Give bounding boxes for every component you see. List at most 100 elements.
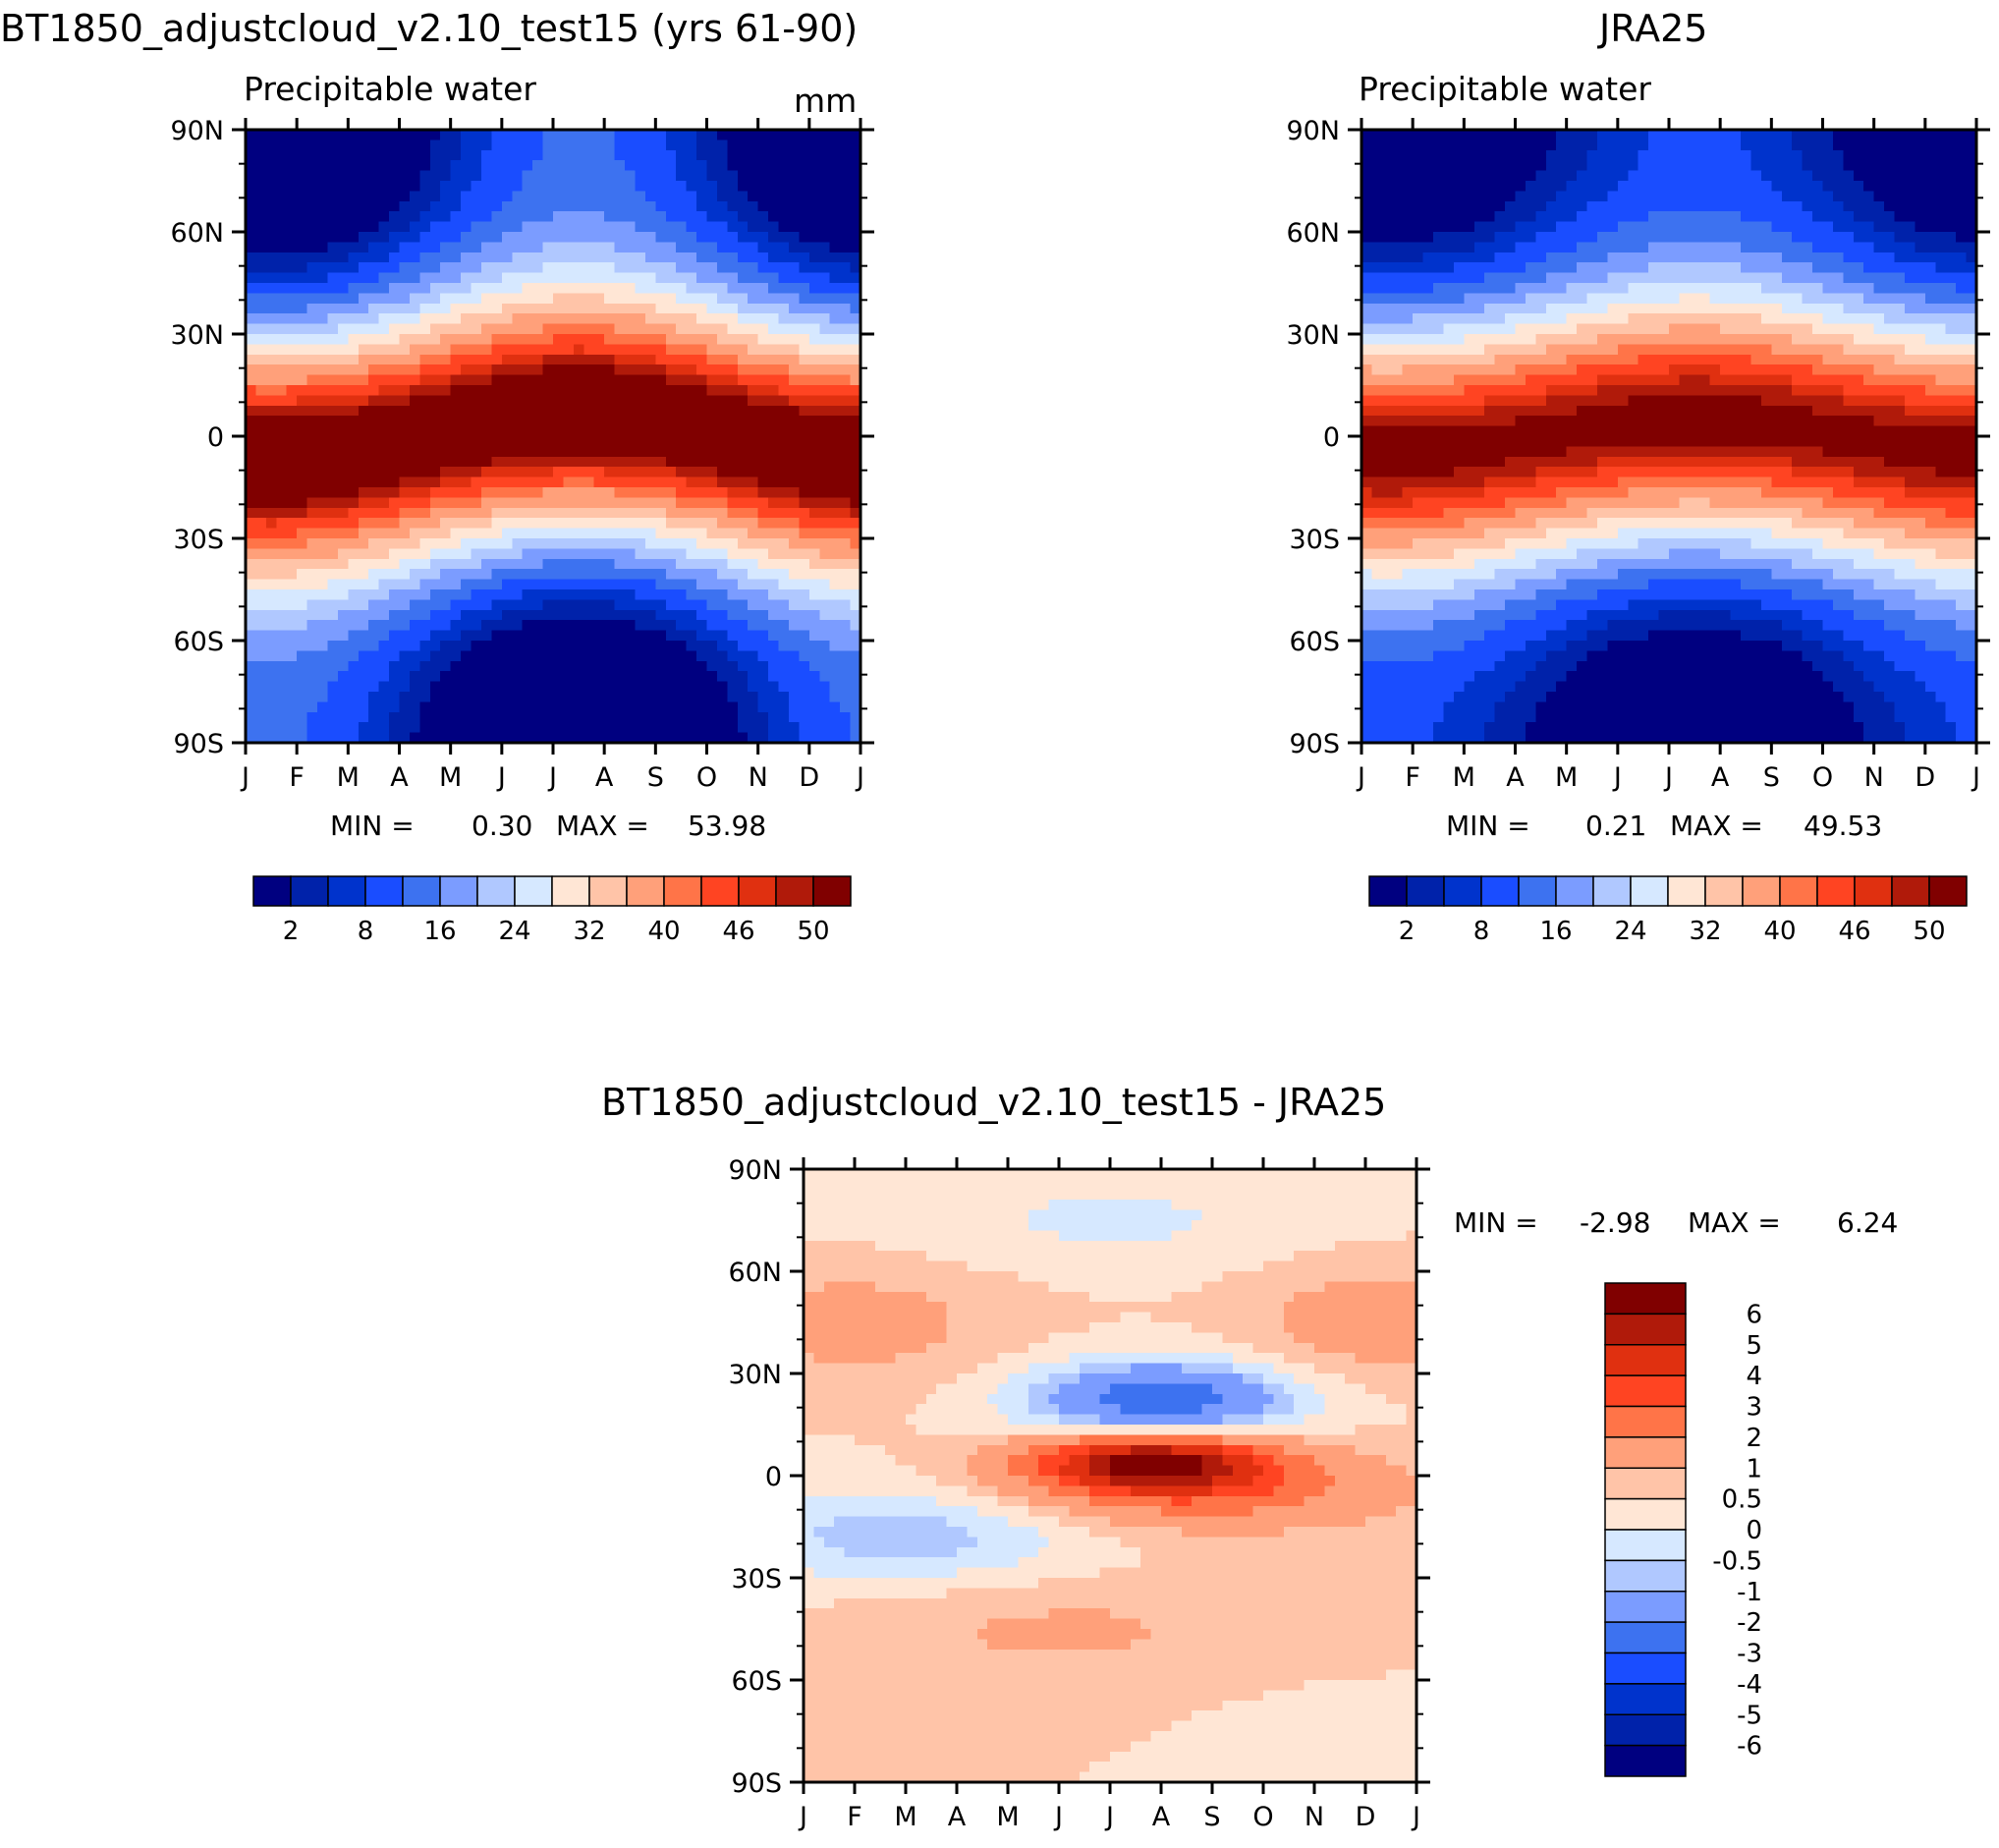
panel-model-x-tick-label: O <box>696 762 717 793</box>
colorbar-swatch <box>775 875 814 907</box>
panel-obs: JRA25 Precipitable water J F M A M J J A S O N D J90… <box>1286 7 1990 946</box>
panel-diff-y-tick-label: 90S <box>732 1768 783 1799</box>
colorbar-swatch <box>1891 875 1930 907</box>
panel-model-x-tick-label: J <box>855 762 864 793</box>
panel-model-x-tick-label: N <box>749 762 768 793</box>
colorbar-swatch <box>551 875 590 907</box>
colorbar-label: 24 <box>1614 917 1646 946</box>
colorbar-label: 40 <box>1763 917 1796 946</box>
panel-obs-y-tick-label: 60N <box>1286 218 1340 249</box>
panel-obs-x-tick-label: J <box>1356 762 1365 793</box>
colorbar-label: 50 <box>797 917 829 946</box>
colorbar-swatch <box>700 875 740 907</box>
colorbar-label: 2 <box>283 917 300 946</box>
panel-diff-field <box>804 1169 1417 1783</box>
panel-model-x-tick-label: A <box>390 762 409 793</box>
panel-obs-title: JRA25 <box>1597 7 1707 50</box>
colorbar-label: 16 <box>1539 917 1572 946</box>
panel-obs-x-tick-label: O <box>1812 762 1833 793</box>
panel-model-max-label: MAX = <box>556 810 649 842</box>
panel-obs-colorbar: 2 8 16 24 32 40 46 50 <box>1368 875 1968 946</box>
panel-diff-y-tick-label: 90N <box>728 1155 782 1186</box>
panel-model-y-tick-label: 60N <box>170 218 224 249</box>
colorbar-label: 46 <box>722 917 754 946</box>
panel-model-units: mm <box>794 82 857 120</box>
colorbar-swatch <box>327 875 366 907</box>
colorbar-label: -4 <box>1737 1670 1762 1700</box>
panel-diff-min-value: -2.98 <box>1580 1206 1650 1239</box>
colorbar-swatch <box>1928 875 1968 907</box>
colorbar-swatch <box>1779 875 1818 907</box>
panel-diff-x-tick-label: J <box>1053 1802 1063 1832</box>
colorbar-swatch <box>1406 875 1445 907</box>
colorbar-swatch <box>1604 1405 1687 1438</box>
colorbar-swatch <box>1604 1529 1687 1562</box>
colorbar-label: 2 <box>1399 917 1416 946</box>
colorbar-swatch <box>1555 875 1594 907</box>
colorbar-swatch <box>1816 875 1856 907</box>
colorbar-swatch <box>1604 1282 1687 1316</box>
colorbar-label: 8 <box>358 917 374 946</box>
panel-model-y-tick-label: 30S <box>174 525 225 555</box>
panel-obs-x-tick-label: J <box>1612 762 1622 793</box>
panel-obs-x-tick-label: A <box>1506 762 1525 793</box>
colorbar-swatch <box>402 875 441 907</box>
colorbar-swatch <box>1592 875 1632 907</box>
panel-model-colorbar: 2 8 16 24 32 40 46 50 <box>252 875 852 946</box>
panel-model-y-tick-label: 90N <box>170 116 224 146</box>
panel-diff-max-label: MAX = <box>1688 1206 1781 1239</box>
panel-obs-y-tick-label: 60S <box>1290 627 1341 657</box>
colorbar-swatch <box>1604 1467 1687 1500</box>
colorbar-swatch <box>663 875 702 907</box>
colorbar-swatch <box>1667 875 1706 907</box>
colorbar-swatch <box>1742 875 1781 907</box>
panel-diff-x-tick-label: S <box>1203 1802 1220 1832</box>
colorbar-swatch <box>1854 875 1893 907</box>
panel-obs-max-value: 49.53 <box>1804 810 1882 842</box>
panel-model-subtitle: Precipitable water <box>244 70 536 108</box>
panel-diff-x-tick-label: A <box>1152 1802 1171 1832</box>
colorbar-label: 50 <box>1913 917 1945 946</box>
panel-diff-x-tick-label: D <box>1356 1802 1376 1832</box>
panel-diff-y-tick-label: 0 <box>765 1462 782 1492</box>
panel-model-x-tick-label: S <box>647 762 664 793</box>
panel-diff-x-tick-label: M <box>996 1802 1019 1832</box>
panel-obs-y-tick-label: 0 <box>1323 422 1340 453</box>
colorbar-label: -2 <box>1737 1608 1762 1638</box>
colorbar-label: 32 <box>573 917 605 946</box>
colorbar-swatch <box>514 875 553 907</box>
colorbar-swatch <box>626 875 665 907</box>
colorbar-swatch <box>1480 875 1520 907</box>
colorbar-swatch <box>1604 1713 1687 1747</box>
colorbar-swatch <box>476 875 516 907</box>
panel-diff-x-tick-label: J <box>1411 1802 1420 1832</box>
panel-obs-y-tick-label: 30S <box>1290 525 1341 555</box>
colorbar-swatch <box>1604 1559 1687 1593</box>
panel-model-x-tick-label: M <box>439 762 462 793</box>
panel-model-x-tick-label: J <box>547 762 557 793</box>
panel-obs-x-tick-label: J <box>1663 762 1673 793</box>
panel-diff-x-tick-label: A <box>948 1802 967 1832</box>
panel-diff-x-tick-label: M <box>894 1802 916 1832</box>
colorbar-label: 0 <box>1746 1516 1762 1545</box>
colorbar-swatch <box>364 875 404 907</box>
panel-model-x-tick-label: J <box>240 762 250 793</box>
colorbar-label: 5 <box>1746 1331 1762 1361</box>
panel-diff-x-tick-label: F <box>847 1802 862 1832</box>
colorbar-swatch <box>1604 1683 1687 1715</box>
panel-model-y-tick-label: 0 <box>207 422 224 453</box>
panel-model-y-tick-label: 90S <box>174 729 225 759</box>
panel-obs-y-tick-label: 90S <box>1290 729 1341 759</box>
panel-diff-x-tick-label: J <box>798 1802 807 1832</box>
panel-diff-min-label: MIN = <box>1454 1206 1538 1239</box>
colorbar-label: 6 <box>1746 1300 1762 1329</box>
colorbar-swatch <box>1604 1374 1687 1408</box>
panel-obs-x-tick-label: D <box>1915 762 1935 793</box>
colorbar-label: -6 <box>1737 1732 1762 1762</box>
panel-model-y-tick-label: 30N <box>170 320 224 351</box>
panel-obs-max-label: MAX = <box>1670 810 1763 842</box>
panel-model-min-label: MIN = <box>330 810 415 842</box>
panel-obs-x-tick-label: N <box>1864 762 1884 793</box>
